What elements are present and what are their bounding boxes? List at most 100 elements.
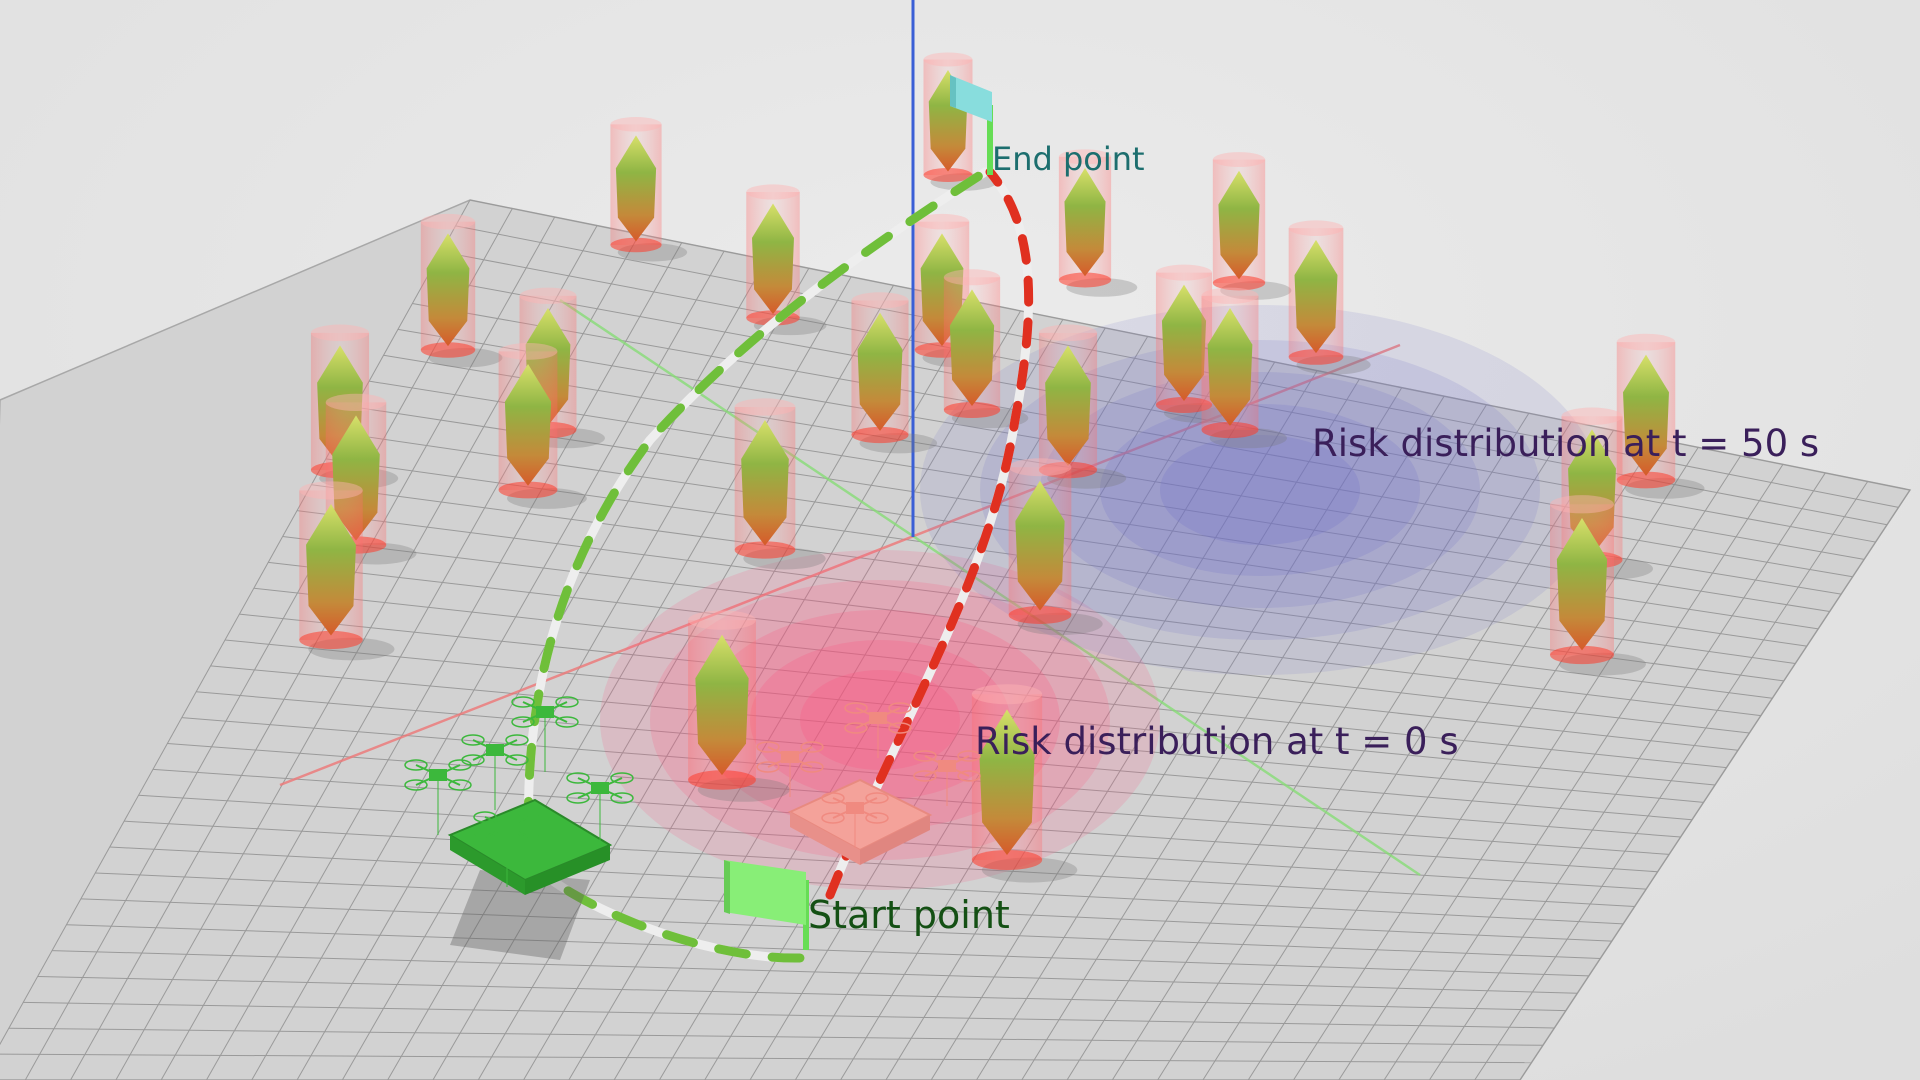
grid-line	[1383, 464, 1784, 1080]
tree-in-cylinder-icon	[1015, 480, 1065, 611]
tree-in-cylinder-icon	[695, 634, 749, 776]
quadcopter-icon	[566, 772, 634, 804]
tree-in-cylinder-icon	[1207, 308, 1253, 426]
grid-line	[1157, 421, 1572, 1080]
grid-line	[1474, 481, 1869, 1080]
grid-line	[52, 950, 1578, 994]
obstacle-tree	[299, 481, 395, 661]
green-platform-shadow	[450, 870, 590, 960]
obstacle-tree	[420, 213, 503, 368]
flag-icon	[724, 860, 806, 925]
grid-line	[976, 387, 1403, 1080]
tree-in-cylinder-icon	[949, 289, 995, 406]
quadcopter-icon	[844, 702, 912, 734]
obstacle-tree	[498, 343, 587, 509]
grid-line	[1066, 404, 1487, 1080]
pink-platform-side	[790, 812, 860, 865]
grid-line	[37, 975, 1566, 1012]
grid-line	[224, 639, 1716, 786]
pink-platform-side2	[860, 815, 930, 865]
grid-line	[1202, 430, 1614, 1080]
grid-line	[95, 872, 1612, 942]
obstacle-tree	[734, 398, 826, 570]
risk-contour	[1160, 435, 1360, 545]
obstacle-tree	[1058, 149, 1138, 297]
obstacle-tree	[746, 184, 827, 336]
pink-drone-swarm	[756, 702, 981, 865]
obstacle-tree	[1201, 287, 1287, 449]
tree-in-cylinder-icon	[857, 312, 903, 431]
grid-line	[167, 743, 1670, 855]
risk-contour	[1040, 372, 1480, 608]
grid-line	[181, 717, 1681, 838]
quadcopter-icon	[821, 792, 889, 824]
tree-in-cylinder-icon	[1623, 354, 1669, 476]
grid-line	[109, 846, 1624, 925]
risk-contour	[980, 340, 1540, 640]
tree-in-cylinder-icon	[1045, 345, 1091, 466]
grid-line	[840, 361, 1276, 1080]
red-path	[825, 167, 1034, 900]
grid-line	[1428, 472, 1826, 1080]
end-point-label: End point	[992, 140, 1145, 178]
grid-line	[8, 1027, 1543, 1046]
green-drone-swarm	[404, 696, 634, 960]
obstacle-tree	[610, 117, 688, 262]
tree-in-cylinder-icon	[741, 420, 789, 546]
grid-line	[66, 924, 1589, 977]
grid-line	[210, 665, 1704, 803]
tree-in-cylinder-icon	[1161, 284, 1207, 401]
obstacle-tree	[943, 269, 1029, 429]
tree-in-cylinder-icon	[1556, 518, 1608, 651]
quadcopter-icon	[913, 750, 981, 782]
obstacle-tree	[1550, 495, 1646, 676]
grid-line	[196, 691, 1693, 821]
quadcopter-icon	[473, 811, 541, 843]
grid-line	[23, 1001, 1555, 1029]
y-axis-line	[559, 298, 1421, 877]
tree-in-cylinder-icon	[752, 203, 794, 315]
green-platform-side2	[525, 845, 610, 895]
tree-in-cylinder-icon	[1064, 168, 1106, 277]
obstacle-tree	[1008, 458, 1103, 636]
quadcopter-icon	[756, 741, 824, 773]
obstacle-tree	[971, 684, 1078, 883]
obstacles	[299, 52, 1705, 883]
risk-contour	[1100, 404, 1420, 576]
grid-line	[1111, 412, 1530, 1080]
start-point-label: Start point	[808, 893, 1010, 937]
tree-in-cylinder-icon	[1218, 170, 1260, 280]
green-path	[524, 167, 990, 963]
risk-distribution-t50	[920, 305, 1600, 675]
grid-line	[124, 820, 1635, 907]
grid-line	[1293, 447, 1699, 1080]
obstacle-tree	[1616, 333, 1705, 499]
obstacle-tree	[1038, 324, 1127, 489]
tree-in-cylinder-icon	[979, 709, 1035, 855]
green-platform-side	[450, 835, 525, 895]
flag-icon	[950, 75, 992, 122]
tree-in-cylinder-icon	[1294, 239, 1338, 354]
start-flag	[724, 860, 809, 950]
grid-line	[885, 370, 1318, 1080]
risk-t50-label: Risk distribution at t = 50 s	[1312, 422, 1819, 465]
grid-line	[1338, 455, 1742, 1080]
quadcopter-icon	[404, 759, 472, 791]
risk-t0-label: Risk distribution at t = 0 s	[975, 720, 1459, 763]
obstacle-tree	[1212, 152, 1292, 300]
quadcopter-icon	[511, 696, 579, 728]
grid-line	[930, 378, 1360, 1080]
obstacle-tree	[688, 610, 790, 802]
grid-line	[1021, 395, 1445, 1080]
grid-line	[1519, 489, 1911, 1080]
obstacle-tree	[851, 292, 938, 454]
tree-in-cylinder-icon	[615, 135, 657, 242]
end-flag	[950, 75, 993, 175]
obstacle-tree	[1288, 220, 1371, 375]
grid-line	[80, 898, 1601, 960]
tree-in-cylinder-icon	[306, 504, 356, 636]
quadcopter-icon	[461, 734, 529, 766]
tree-in-cylinder-icon	[504, 364, 552, 486]
grid-line	[0, 1053, 1532, 1064]
